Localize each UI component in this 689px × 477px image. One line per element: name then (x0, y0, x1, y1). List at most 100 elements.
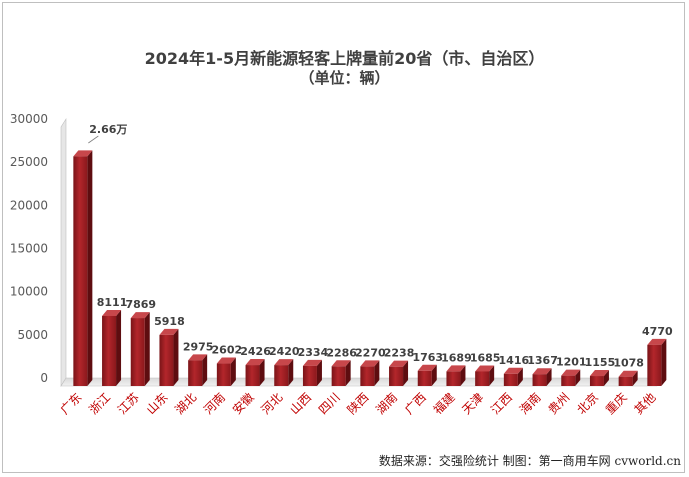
bar-top (503, 367, 523, 374)
bar-top (589, 370, 609, 377)
bar-front (446, 371, 461, 386)
x-tick-label: 山东 (144, 390, 171, 417)
y-tick-label: 10000 (10, 285, 48, 299)
bar-top (102, 309, 122, 316)
y-tick-label: 30000 (10, 112, 48, 126)
bar (130, 312, 150, 386)
bar (159, 328, 179, 386)
x-tick-label: 其他 (632, 390, 659, 417)
bar (647, 338, 667, 386)
data-label: 5918 (154, 315, 185, 328)
y-tick-label: 15000 (10, 242, 48, 256)
bar-front (475, 371, 490, 386)
bar-front (417, 370, 432, 386)
bar (102, 309, 122, 386)
data-label: 2270 (355, 346, 386, 359)
bar (245, 359, 265, 386)
x-tick-label: 河北 (258, 390, 285, 417)
bar-side (116, 309, 122, 386)
bar (331, 360, 351, 386)
x-tick-label: 山西 (287, 390, 314, 417)
bar-front (130, 318, 145, 386)
x-tick-label: 重庆 (603, 390, 630, 417)
bar-side (603, 370, 609, 386)
bar-side (316, 359, 322, 386)
bar-side (661, 338, 667, 386)
x-tick-label: 福建 (430, 390, 458, 418)
bar-top (274, 359, 294, 366)
bar-side (87, 150, 93, 386)
bar-front (589, 376, 604, 386)
x-tick-label: 贵州 (545, 390, 572, 417)
bar-side (288, 359, 294, 386)
bar (589, 370, 609, 386)
bar-top (302, 359, 322, 366)
data-label: 4770 (642, 325, 673, 338)
data-label: 2420 (269, 345, 300, 358)
data-label: 1416 (499, 354, 530, 367)
x-tick-label: 河南 (200, 390, 228, 418)
bar-front (618, 376, 633, 386)
bar-top (389, 360, 409, 367)
side-wall (60, 117, 67, 388)
bar-top (618, 370, 638, 377)
bar-side (345, 360, 351, 386)
x-tick-label: 广西 (402, 390, 429, 417)
bar-front (216, 363, 231, 386)
x-tick-label: 湖北 (172, 390, 200, 418)
bar (73, 150, 93, 386)
bar (503, 367, 523, 386)
bar-top (331, 360, 351, 367)
bar-front (73, 156, 88, 386)
y-tick-label: 0 (40, 371, 48, 385)
data-label: 2238 (384, 347, 415, 360)
x-tick-label: 陕西 (344, 390, 372, 418)
bar-side (489, 365, 495, 386)
x-tick-label: 浙江 (86, 390, 113, 417)
y-tick-label: 5000 (17, 328, 48, 342)
bar-top (475, 365, 495, 372)
source-note: 数据来源：交强险统计 制图：第一商用车网 cvworld.cn (378, 454, 681, 468)
data-label: 1201 (556, 356, 587, 369)
bar-side (460, 365, 466, 386)
data-label: 2286 (326, 346, 357, 359)
bar-side (517, 367, 523, 386)
bar (302, 359, 322, 386)
bar-top (532, 368, 552, 375)
bar-side (403, 360, 409, 386)
bar-side (546, 368, 552, 386)
x-tick-label: 海南 (516, 390, 544, 418)
bar-top (446, 365, 466, 372)
x-tick-label: 四川 (316, 390, 343, 417)
bar (446, 365, 466, 386)
bar-side (632, 370, 638, 386)
x-tick-label: 广东 (58, 390, 85, 417)
x-tick-label: 天津 (459, 390, 486, 417)
data-label: 1155 (585, 356, 616, 369)
bar (274, 359, 294, 386)
data-label: 1689 (441, 351, 472, 364)
bar-top (159, 328, 179, 335)
data-label: 1685 (470, 351, 501, 364)
bar-top (216, 357, 236, 364)
bar (216, 357, 236, 386)
x-tick-label: 北京 (574, 390, 601, 417)
bar-side (575, 369, 581, 386)
bar (389, 360, 409, 386)
bar (561, 369, 581, 386)
x-tick-label: 安徽 (229, 390, 257, 418)
bar-front (274, 365, 289, 386)
x-tick-label: 湖南 (373, 390, 401, 418)
x-tick-label: 江西 (488, 390, 515, 417)
bar-side (202, 354, 208, 386)
bar-front (102, 315, 117, 386)
data-label: 7869 (125, 298, 156, 311)
bar-front (188, 360, 203, 386)
bar-top (73, 150, 93, 157)
data-label: 8111 (97, 296, 128, 309)
bar-top (188, 354, 208, 361)
label-leader-line (88, 135, 99, 144)
bar-side (230, 357, 236, 386)
y-tick-label: 25000 (10, 155, 48, 169)
